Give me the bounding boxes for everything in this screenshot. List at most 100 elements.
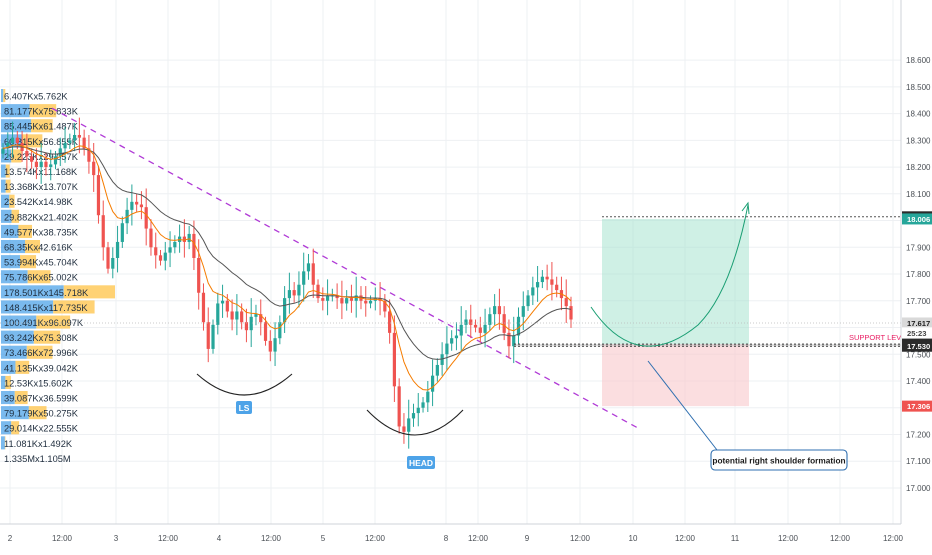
candle-body [302, 271, 306, 285]
y-axis-tick-label: 18.100 [906, 190, 931, 199]
volume-profile-label: 1.335Mx1.105M [4, 454, 71, 464]
x-axis-tick-label: 12:00 [468, 534, 489, 543]
y-axis-tick-label: 17.900 [906, 243, 931, 252]
price-tag-label: 25:23 [907, 329, 926, 338]
projected-right-shoulder-curve [590, 204, 749, 347]
candle-body [540, 276, 544, 283]
candle-body [63, 143, 67, 149]
price-tag [902, 327, 932, 339]
y-axis-background [901, 0, 932, 550]
x-axis-tick-label: 5 [321, 534, 326, 543]
volume-profile-buy-bar [1, 209, 12, 223]
candle-body [44, 161, 48, 168]
candles [1, 117, 573, 449]
volume-profile-sell-bar [53, 300, 95, 314]
candle-body [92, 161, 96, 176]
candle-body [516, 316, 521, 336]
x-axis-tick-label: 11 [731, 534, 740, 543]
price-tag [902, 400, 932, 412]
candle-body [416, 407, 420, 414]
volume-profile-label: 6.407Kx5.762K [4, 92, 68, 102]
candle-body [464, 319, 468, 325]
candle-body [235, 311, 239, 320]
volume-profile-buy-bar [1, 315, 37, 329]
candle-body [440, 354, 444, 365]
candle-body [263, 322, 268, 341]
candle-body [249, 316, 253, 331]
candle-body [111, 257, 115, 269]
volume-profile-sell-bar [22, 134, 43, 148]
candle-body [430, 375, 435, 392]
candle-body [39, 161, 43, 168]
volume-profile-buy-bar [1, 285, 64, 299]
price-tag-label: 17.306 [907, 402, 930, 411]
candle-body [15, 137, 19, 144]
x-axis-tick-label: 12:00 [261, 534, 282, 543]
volume-profile-buy-bar [1, 104, 30, 118]
candle-body [163, 252, 167, 261]
volume-profile-buy-bar [1, 406, 29, 420]
candle-body [564, 298, 568, 307]
volume-profile-label: 178.501Kx145.718K [4, 288, 89, 298]
candle-body [68, 140, 72, 144]
y-axis-tick-label: 17.100 [906, 457, 931, 466]
candle-body [120, 223, 124, 242]
x-axis-tick-label: 9 [525, 534, 530, 543]
volume-profile-buy-bar [1, 270, 28, 284]
candle-body [220, 300, 225, 304]
x-axis-tick-label: 12:00 [365, 534, 386, 543]
volume-profile-sell-bar [27, 270, 51, 284]
candle-body [478, 327, 482, 333]
volume-profile-label: 93.242Kx75.308K [4, 333, 79, 343]
candle-body [306, 263, 311, 272]
volume-profile-label: 29.014Kx22.555K [4, 424, 79, 434]
volume-profile-label: 73.466Kx72.996K [4, 348, 79, 358]
candle-body [526, 295, 530, 307]
volume-profile-buy-bar [1, 375, 6, 389]
candle-body [216, 303, 220, 325]
candle-body [469, 319, 473, 325]
fast-moving-average [2, 144, 572, 391]
candle-body [201, 292, 206, 323]
volume-profile-sell-bar [11, 209, 20, 223]
x-axis: 2 12:00 3 12:00 4 12:00 5 12:00 8 12:00 9 12:00 10 12… [0, 523, 932, 550]
candle-body [483, 324, 487, 333]
candle-body [321, 298, 325, 301]
volume-profile-label: 41.135Kx39.042K [4, 363, 79, 373]
candle-body [435, 364, 439, 376]
volume-profile-buy-bar [1, 119, 32, 133]
trendline-group [51, 107, 641, 430]
x-axis-tick-label: 2 [8, 534, 13, 543]
x-axis-background [0, 524, 932, 550]
volume-profile-sell-bar [28, 406, 47, 420]
candle-body [531, 287, 535, 296]
candle-body [187, 233, 191, 242]
candle-body [550, 279, 554, 285]
volume-profile-label: 75.786Kx65.002K [4, 273, 79, 283]
candle-body [278, 322, 282, 339]
y-axis-tick-label: 17.500 [906, 350, 931, 359]
volume-profile-buy-bar [1, 240, 26, 254]
candle-body [25, 151, 29, 157]
candle-body [230, 311, 234, 320]
x-axis-tick-label: 8 [444, 534, 449, 543]
volume-profile-label: 29.882Kx21.402K [4, 212, 79, 222]
volume-profile-buy-bar [1, 436, 5, 450]
support-levels: SUPPORT LEVEL [0, 322, 910, 347]
volume-profile-buy-bar [1, 421, 12, 435]
candle-body [168, 247, 172, 253]
y-axis-tick-label: 17.800 [906, 270, 931, 279]
x-axis-tick-label: 12:00 [52, 534, 73, 543]
y-axis-tick-label: 17.000 [906, 484, 931, 493]
volume-profile-sell-bar [31, 119, 53, 133]
candle-body [335, 295, 339, 299]
callout-box[interactable] [710, 449, 848, 471]
y-axis-tick-label: 18.500 [906, 83, 931, 92]
y-axis-tick-label: 17.700 [906, 297, 931, 306]
candle-body [521, 306, 525, 317]
candle-body [82, 137, 86, 149]
candle-body [345, 298, 349, 304]
x-axis-tick-label: 4 [217, 534, 222, 543]
target-zone [602, 218, 749, 345]
